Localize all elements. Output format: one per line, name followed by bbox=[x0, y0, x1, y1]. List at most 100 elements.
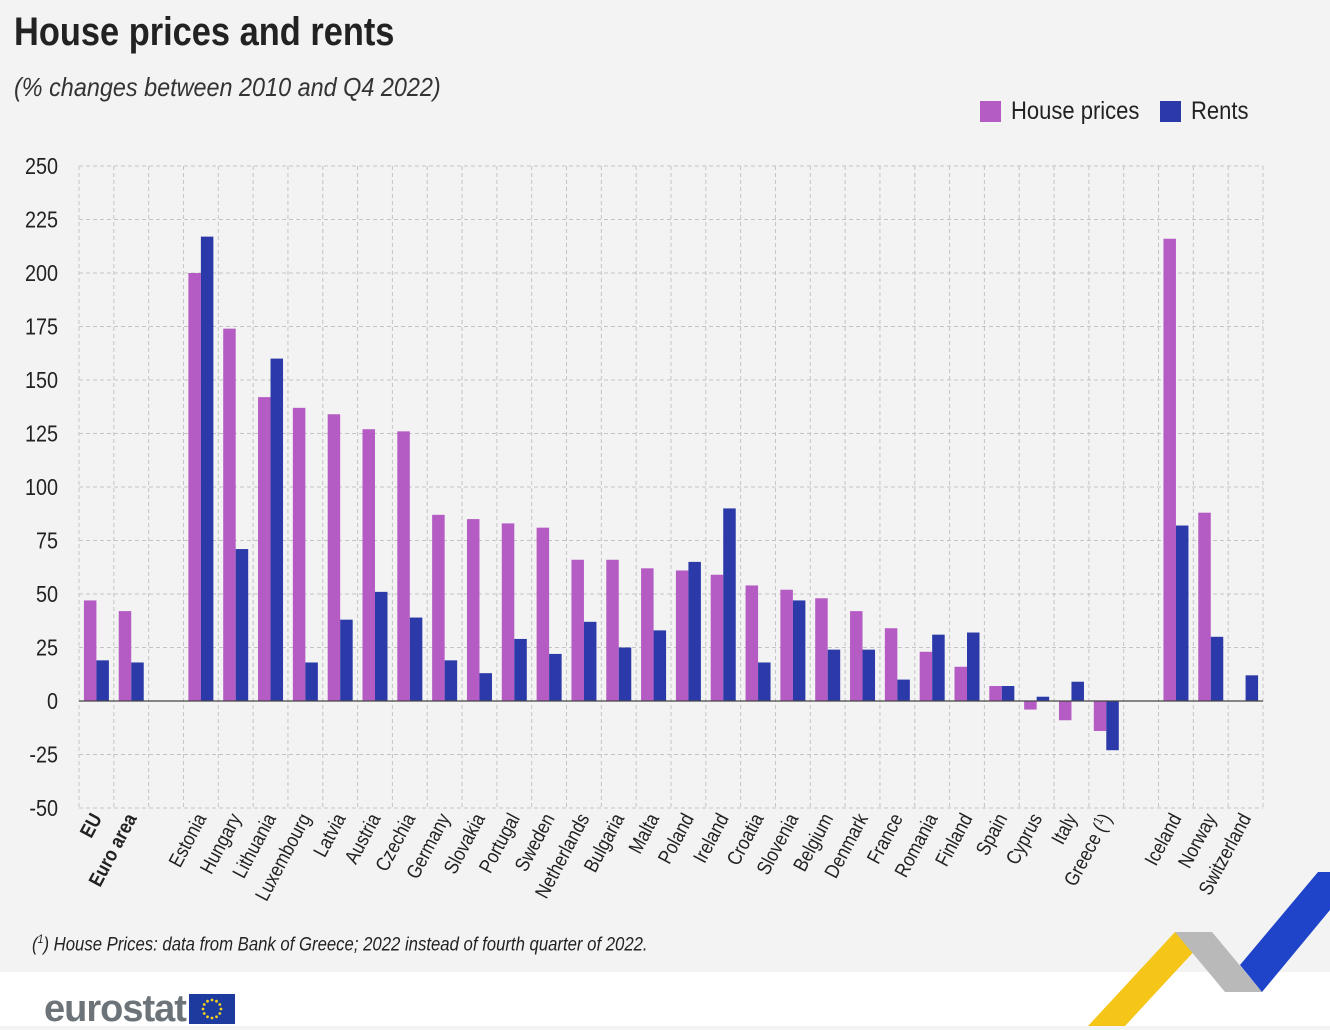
bar-house-prices-luxembourg bbox=[292, 407, 306, 701]
bar-chart: 2502252001751501251007550250-25-50EUEuro… bbox=[25, 154, 1264, 904]
bar-house-prices-belgium bbox=[815, 598, 828, 701]
bar-rents-spain bbox=[1001, 686, 1015, 701]
bar-house-prices-germany bbox=[432, 514, 445, 701]
bar-house-prices-ireland bbox=[710, 574, 724, 701]
y-tick-label: 225 bbox=[25, 207, 58, 233]
eu-star bbox=[202, 1003, 206, 1006]
y-tick-label: 125 bbox=[25, 421, 58, 447]
bar-rents-denmark bbox=[862, 649, 876, 701]
eu-star bbox=[218, 1003, 222, 1006]
bar-house-prices-slovakia bbox=[466, 519, 480, 701]
bar-house-prices-italy bbox=[1058, 701, 1072, 721]
eu-star bbox=[215, 999, 218, 1003]
bar-rents-malta bbox=[653, 630, 667, 701]
bar-rents-estonia bbox=[200, 236, 214, 701]
bar-house-prices-poland bbox=[675, 570, 689, 701]
bar-rents-netherlands bbox=[583, 621, 597, 701]
footnote: (1) House Prices: data from Bank of Gree… bbox=[32, 932, 648, 956]
bar-house-prices-iceland bbox=[1163, 238, 1176, 701]
bar-house-prices-portugal bbox=[501, 523, 515, 701]
bar-house-prices-malta bbox=[641, 568, 654, 701]
footnote-mark: 1 bbox=[37, 932, 44, 946]
x-tick-label-poland: Poland bbox=[653, 809, 698, 867]
y-tick-label: 0 bbox=[47, 689, 58, 715]
bar-rents-norway bbox=[1210, 636, 1224, 701]
legend-item-rents: Rents bbox=[1160, 96, 1256, 126]
bar-rents-austria bbox=[375, 591, 388, 701]
bar-house-prices-cyprus bbox=[1024, 701, 1037, 710]
bar-rents-lithuania bbox=[270, 358, 284, 701]
bar-house-prices-euro-area bbox=[118, 611, 132, 701]
bar-rents-belgium bbox=[827, 649, 841, 701]
logo-text: eurostat bbox=[44, 988, 187, 1030]
bar-rents-luxembourg bbox=[305, 662, 318, 701]
bar-house-prices-austria bbox=[362, 429, 375, 701]
bar-rents-latvia bbox=[340, 619, 353, 701]
bar-rents-switzerland bbox=[1245, 675, 1259, 701]
eu-star bbox=[219, 1007, 223, 1011]
bar-rents-germany bbox=[444, 660, 458, 701]
eu-star bbox=[202, 1012, 206, 1015]
bar-house-prices-lithuania bbox=[258, 397, 271, 701]
bar-rents-italy bbox=[1071, 681, 1084, 701]
bar-house-prices-denmark bbox=[850, 611, 863, 701]
bar-rents-cyprus bbox=[1036, 696, 1050, 701]
bar-rents-portugal bbox=[514, 638, 527, 701]
bar-rents-romania bbox=[932, 634, 945, 701]
bar-house-prices-finland bbox=[954, 666, 967, 701]
eu-flag-icon bbox=[188, 994, 235, 1024]
legend-label-rents: Rents bbox=[1191, 96, 1249, 125]
footnote-text: House Prices: data from Bank of Greece; … bbox=[53, 934, 648, 956]
eu-star bbox=[201, 1007, 205, 1011]
bar-house-prices-czechia bbox=[397, 431, 410, 701]
bar-rents-iceland bbox=[1175, 525, 1189, 701]
bar-house-prices-bulgaria bbox=[606, 559, 619, 701]
bar-rents-finland bbox=[967, 632, 980, 701]
bar-rents-hungary bbox=[235, 549, 249, 701]
y-tick-label: 25 bbox=[36, 635, 58, 661]
bar-house-prices-france bbox=[884, 628, 898, 701]
bar-house-prices-romania bbox=[919, 651, 933, 701]
y-tick-label: 175 bbox=[25, 314, 58, 340]
bar-rents-slovenia bbox=[792, 600, 806, 701]
eu-star bbox=[218, 1012, 222, 1015]
bar-rents-ireland bbox=[723, 508, 736, 701]
y-tick-label: 200 bbox=[25, 261, 58, 287]
eu-star bbox=[210, 998, 214, 1002]
y-tick-label: 75 bbox=[36, 528, 58, 554]
bar-rents-bulgaria bbox=[618, 647, 632, 701]
bar-house-prices-sweden bbox=[536, 527, 550, 701]
bar-house-prices-estonia bbox=[188, 273, 201, 701]
y-tick-label: 50 bbox=[36, 582, 58, 608]
legend-swatch-rents bbox=[1160, 100, 1181, 122]
bar-rents-poland bbox=[688, 561, 701, 701]
bar-rents-croatia bbox=[758, 662, 771, 701]
eu-star bbox=[206, 999, 209, 1003]
bar-house-prices-hungary bbox=[223, 328, 236, 701]
bar-house-prices-slovenia bbox=[780, 589, 793, 701]
y-tick-label: 250 bbox=[25, 154, 58, 180]
legend-label-house-prices: House prices bbox=[1011, 96, 1140, 125]
bar-house-prices-eu bbox=[83, 600, 97, 701]
bar-rents-france bbox=[897, 679, 910, 701]
bar-house-prices-norway bbox=[1198, 512, 1211, 701]
legend-item-house-prices: House prices bbox=[980, 96, 1157, 126]
y-tick-label: 100 bbox=[25, 475, 58, 501]
legend-swatch-house-prices bbox=[980, 100, 1001, 122]
bar-house-prices-croatia bbox=[745, 585, 759, 701]
bar-house-prices-spain bbox=[989, 686, 1002, 701]
bar-house-prices-greece-1 bbox=[1093, 701, 1107, 731]
chart-title: House prices and rents bbox=[14, 10, 395, 54]
x-tick-label-italy: Italy bbox=[1047, 809, 1082, 848]
bar-rents-czechia bbox=[409, 617, 423, 701]
bar-house-prices-latvia bbox=[327, 414, 341, 701]
x-tick-label-eu: EU bbox=[75, 809, 106, 841]
eurostat-logo[interactable]: eurostat bbox=[44, 990, 235, 1028]
bar-rents-greece-1 bbox=[1106, 701, 1119, 751]
chart-subtitle: (% changes between 2010 and Q4 2022) bbox=[14, 72, 441, 102]
eu-star bbox=[206, 1015, 209, 1019]
bar-rents-slovakia bbox=[479, 673, 492, 701]
eu-star bbox=[210, 1016, 214, 1020]
bar-rents-euro-area bbox=[131, 662, 144, 701]
bar-rents-sweden bbox=[549, 653, 562, 701]
